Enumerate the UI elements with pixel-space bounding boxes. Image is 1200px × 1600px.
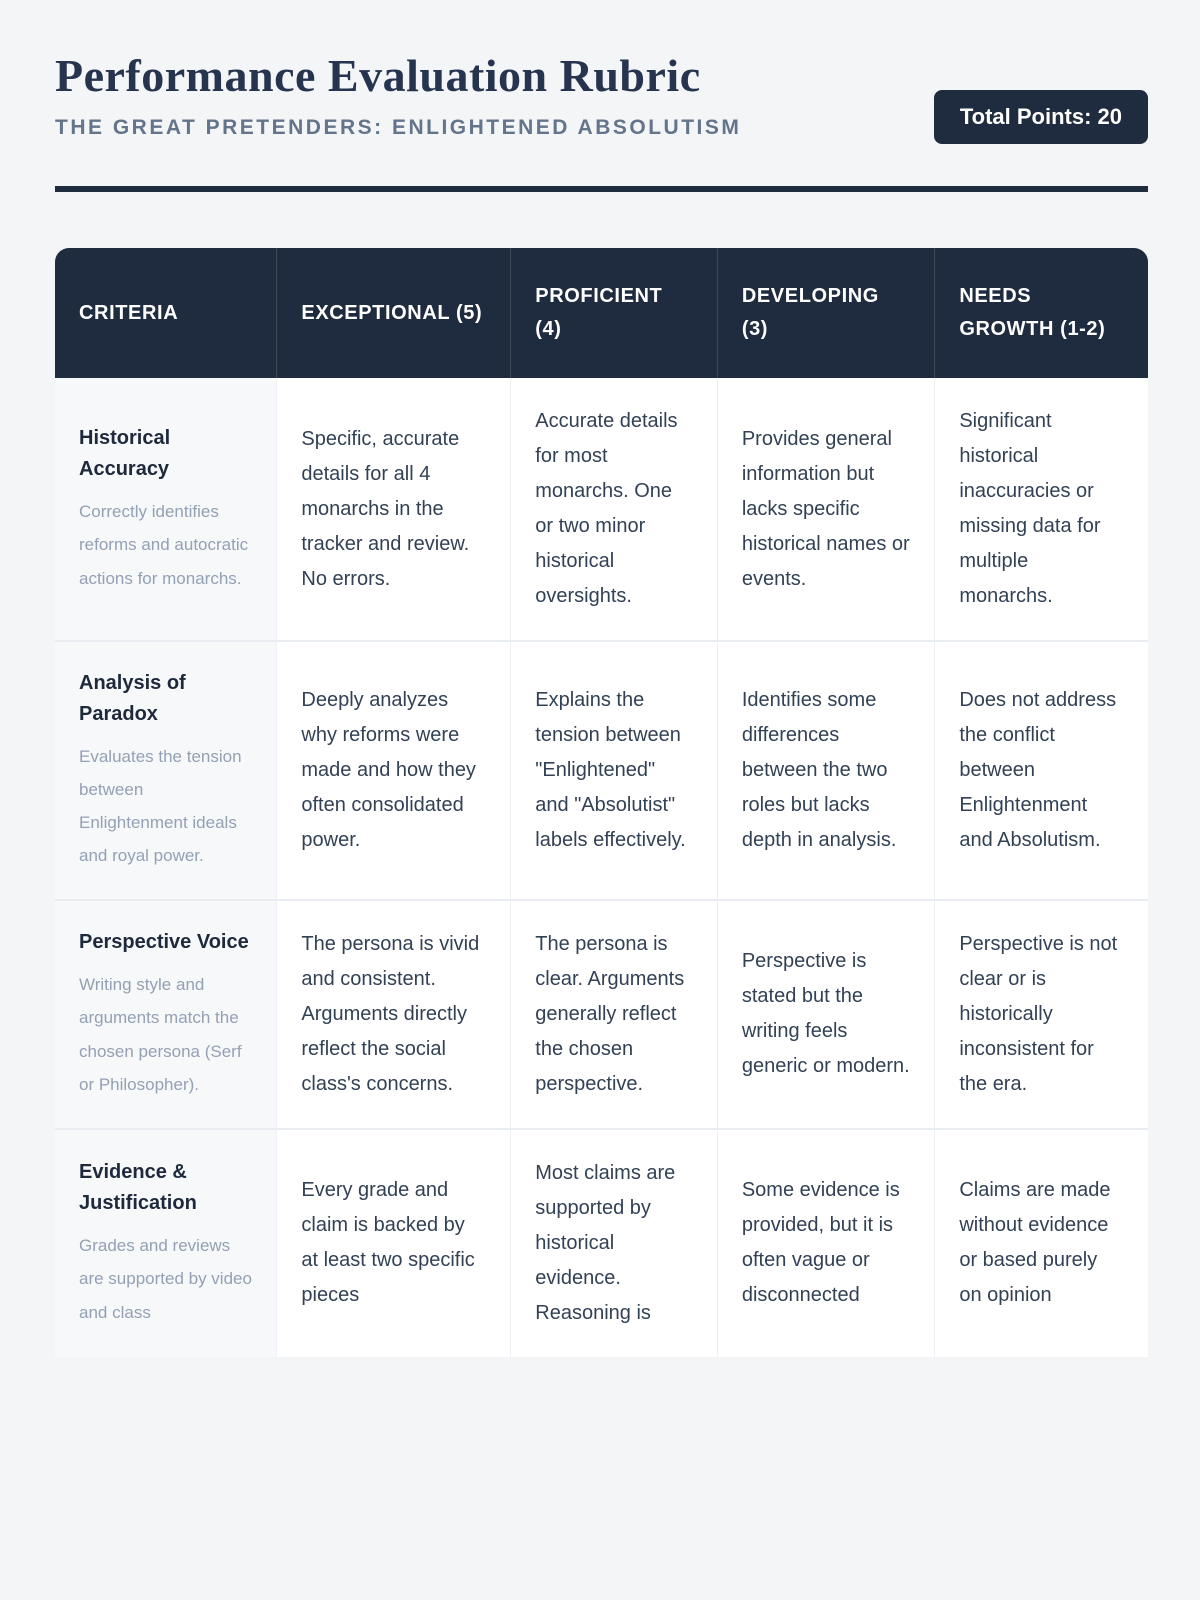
criterion-title: Historical Accuracy	[79, 427, 171, 481]
rubric-table: CRITERIA EXCEPTIONAL (5) PROFICIENT (4) …	[55, 248, 1148, 1357]
page-title: Performance Evaluation Rubric	[55, 50, 701, 101]
criterion-description: Writing style and arguments match the ch…	[79, 975, 242, 1094]
title-block: Performance Evaluation Rubric THE GREAT …	[55, 50, 741, 140]
column-header-exceptional: EXCEPTIONAL (5)	[276, 248, 511, 378]
column-header-criteria: CRITERIA	[55, 248, 277, 378]
cell-developing: Perspective is stated but the writing fe…	[716, 898, 935, 1129]
criterion-description: Correctly identifies reforms and autocra…	[79, 502, 249, 588]
table-row-analysis-of-paradox: Analysis of Paradox Evaluates the tensio…	[55, 640, 1148, 900]
header-divider	[55, 186, 1148, 192]
page-header: Performance Evaluation Rubric THE GREAT …	[55, 0, 1148, 144]
cell-exceptional: Deeply analyzes why reforms were made an…	[276, 640, 511, 900]
rubric-page: Performance Evaluation Rubric THE GREAT …	[55, 0, 1148, 1357]
table-row-perspective-voice: Perspective Voice Writing style and argu…	[55, 898, 1148, 1129]
cell-proficient: Explains the tension between "Enlightene…	[510, 640, 718, 900]
cell-proficient: The persona is clear. Arguments generall…	[510, 898, 718, 1129]
criterion-description: Grades and reviews are supported by vide…	[79, 1236, 252, 1322]
rubric-table-wrap: CRITERIA EXCEPTIONAL (5) PROFICIENT (4) …	[55, 248, 1148, 1357]
cell-proficient: Most claims are supported by historical …	[510, 1127, 718, 1357]
table-row-evidence-justification: Evidence & Justification Grades and revi…	[55, 1127, 1148, 1357]
cell-exceptional: Specific, accurate details for all 4 mon…	[276, 378, 511, 641]
cell-developing: Some evidence is provided, but it is oft…	[716, 1127, 935, 1357]
column-header-proficient: PROFICIENT (4)	[510, 248, 718, 378]
cell-needs-growth: Perspective is not clear or is historica…	[934, 898, 1148, 1129]
criterion-cell: Analysis of Paradox Evaluates the tensio…	[55, 640, 277, 900]
cell-exceptional: Every grade and claim is backed by at le…	[276, 1127, 511, 1357]
column-header-developing: DEVELOPING (3)	[716, 248, 935, 378]
criterion-cell: Perspective Voice Writing style and argu…	[55, 898, 277, 1129]
cell-proficient: Accurate details for most monarchs. One …	[510, 378, 718, 641]
cell-exceptional: The persona is vivid and consistent. Arg…	[276, 898, 511, 1129]
cell-needs-growth: Claims are made without evidence or base…	[934, 1127, 1148, 1357]
cell-needs-growth: Significant historical inaccuracies or m…	[934, 378, 1148, 641]
total-points-badge: Total Points: 20	[933, 90, 1148, 144]
criterion-title: Analysis of Paradox	[79, 672, 186, 725]
table-header-row: CRITERIA EXCEPTIONAL (5) PROFICIENT (4) …	[55, 248, 1148, 378]
criterion-cell: Historical Accuracy Correctly identifies…	[55, 378, 277, 641]
criterion-description: Evaluates the tension between Enlightenm…	[79, 747, 242, 866]
page-subtitle: THE GREAT PRETENDERS: ENLIGHTENED ABSOLU…	[55, 115, 742, 139]
criterion-cell: Evidence & Justification Grades and revi…	[55, 1127, 277, 1357]
column-header-needs-growth: NEEDS GROWTH (1-2)	[934, 248, 1148, 378]
criterion-title: Perspective Voice	[79, 931, 249, 954]
cell-needs-growth: Does not address the conflict between En…	[934, 640, 1148, 900]
cell-developing: Provides general information but lacks s…	[716, 378, 935, 641]
table-row-historical-accuracy: Historical Accuracy Correctly identifies…	[55, 378, 1148, 641]
criterion-title: Evidence & Justification	[79, 1161, 197, 1215]
cell-developing: Identifies some differences between the …	[716, 640, 935, 900]
